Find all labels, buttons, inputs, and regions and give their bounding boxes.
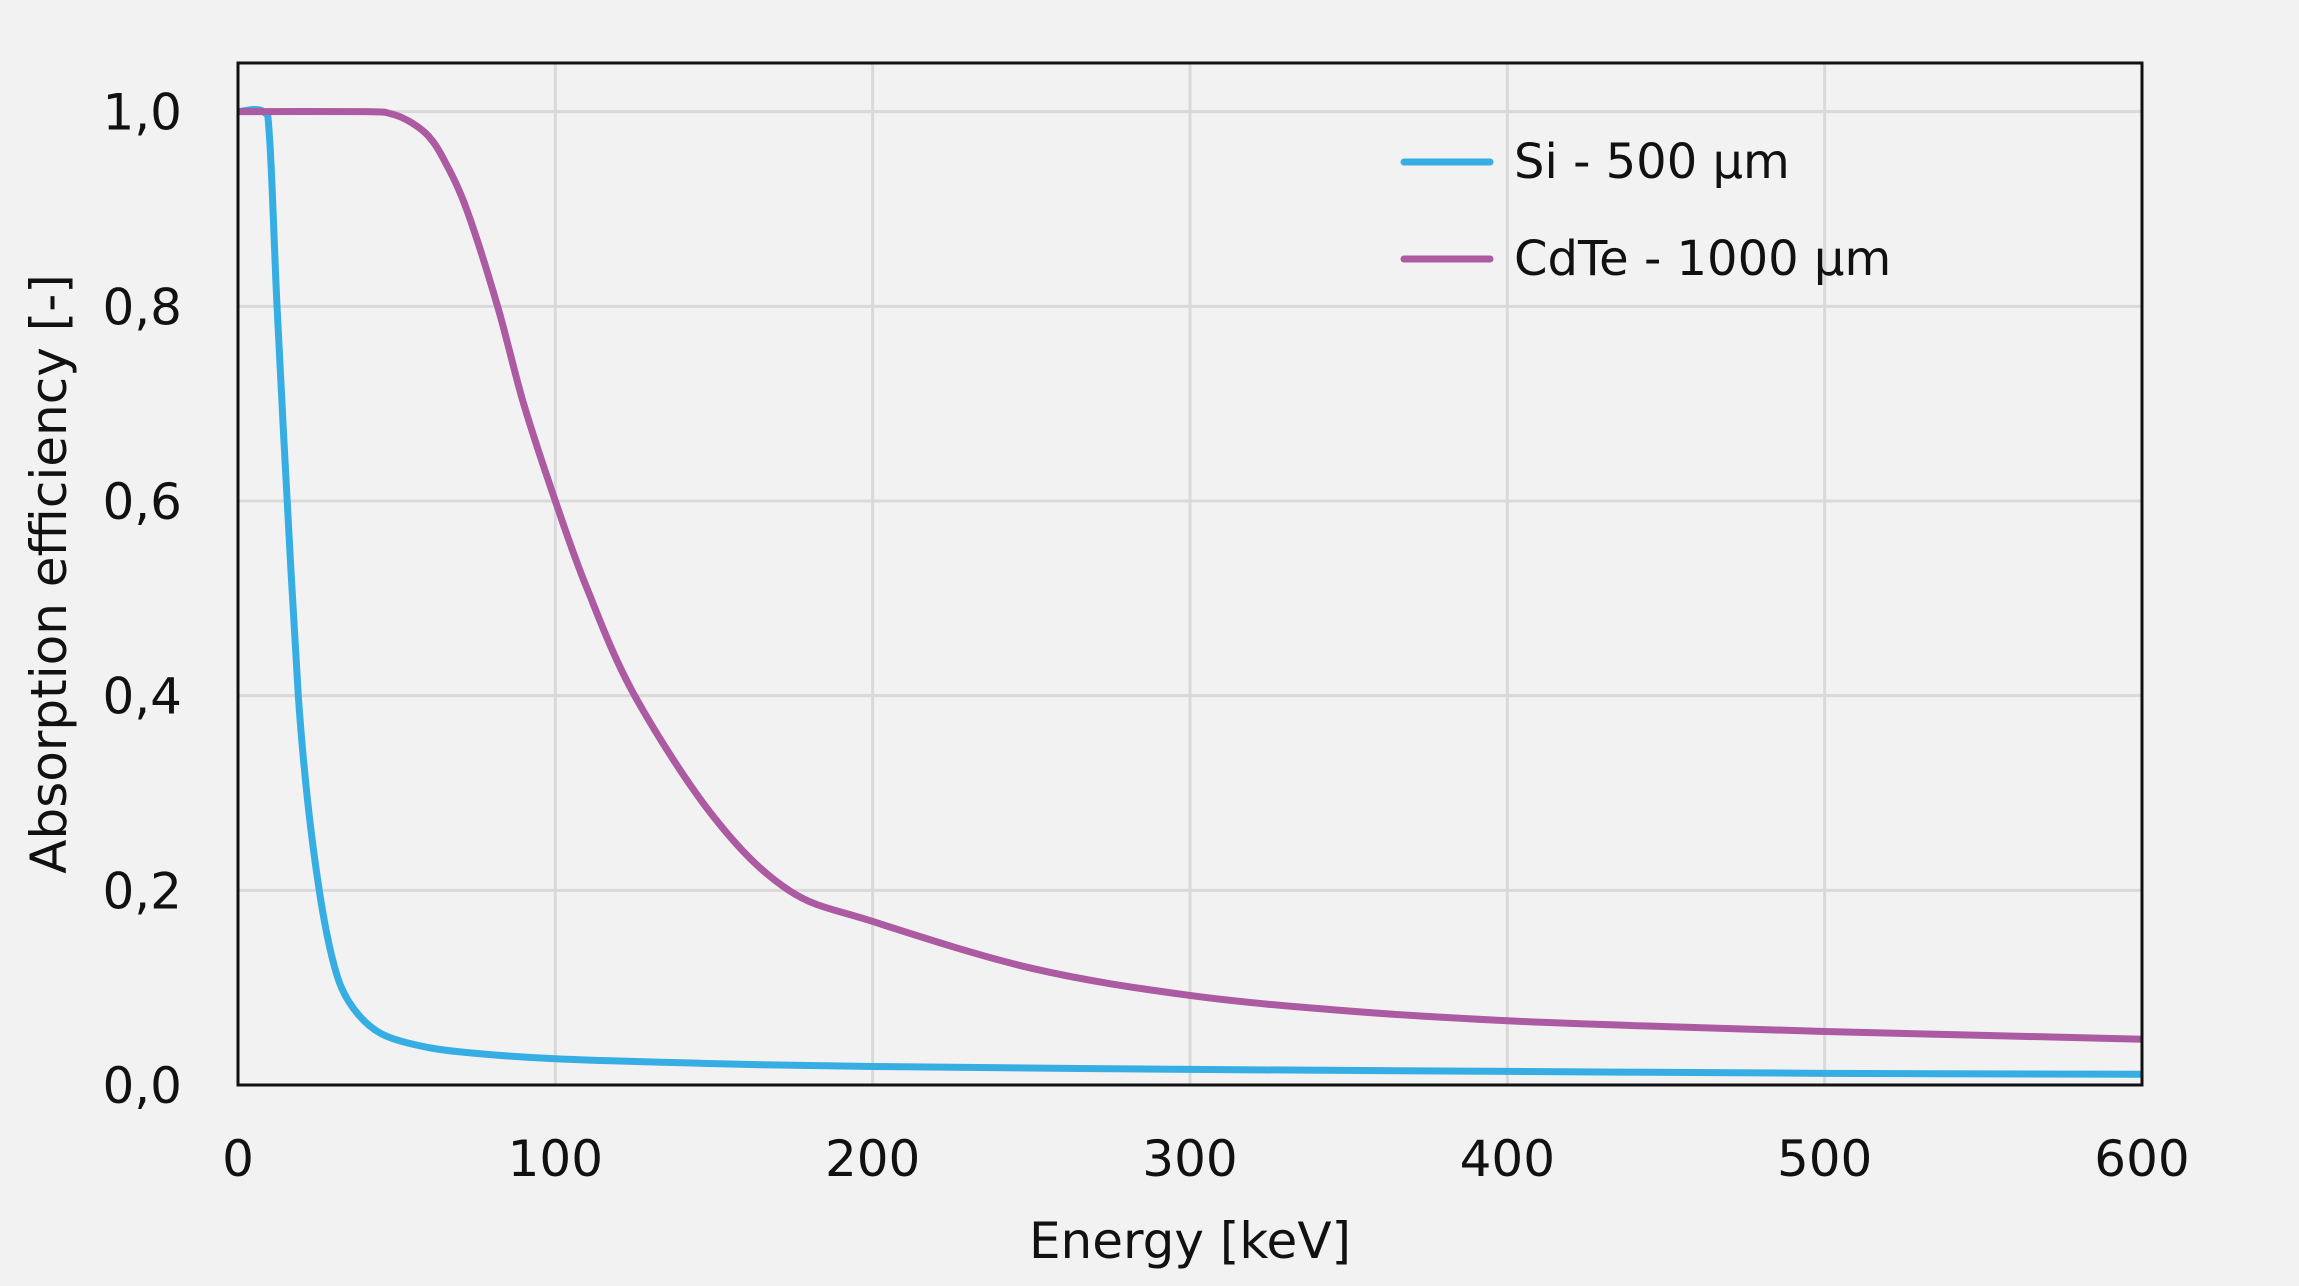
x-tick-labels: 0 100 200 300 400 500 600 bbox=[222, 1130, 2190, 1188]
y-tick-label: 0,8 bbox=[102, 278, 182, 336]
x-tick-label: 0 bbox=[222, 1130, 254, 1188]
series-line-cdte bbox=[237, 108, 2143, 1043]
y-tick-labels: 0,0 0,2 0,4 0,6 0,8 1,0 bbox=[102, 84, 182, 1115]
y-axis-label: Absorption efficiency [-] bbox=[20, 274, 78, 874]
plot-frame bbox=[236, 61, 2144, 1087]
y-tick-label: 1,0 bbox=[102, 84, 182, 142]
legend: Si - 500 µm CdTe - 1000 µm bbox=[1400, 134, 1891, 287]
x-tick-label: 200 bbox=[825, 1130, 920, 1188]
y-tick-label: 0,2 bbox=[102, 862, 182, 920]
x-tick-label: 100 bbox=[508, 1130, 603, 1188]
x-tick-label: 300 bbox=[1142, 1130, 1237, 1188]
y-tick-label: 0,0 bbox=[102, 1057, 182, 1115]
series-lines bbox=[237, 106, 2143, 1078]
y-tick-label: 0,4 bbox=[102, 668, 182, 726]
x-axis-label: Energy [keV] bbox=[1029, 1212, 1351, 1270]
y-tick-label: 0,6 bbox=[102, 473, 182, 531]
gridlines bbox=[238, 63, 2142, 1085]
series-line-si bbox=[237, 106, 2143, 1078]
x-tick-label: 600 bbox=[2094, 1130, 2189, 1188]
legend-label-si: Si - 500 µm bbox=[1514, 134, 1790, 190]
x-tick-label: 400 bbox=[1460, 1130, 1555, 1188]
legend-label-cdte: CdTe - 1000 µm bbox=[1514, 231, 1891, 287]
x-tick-label: 500 bbox=[1777, 1130, 1872, 1188]
